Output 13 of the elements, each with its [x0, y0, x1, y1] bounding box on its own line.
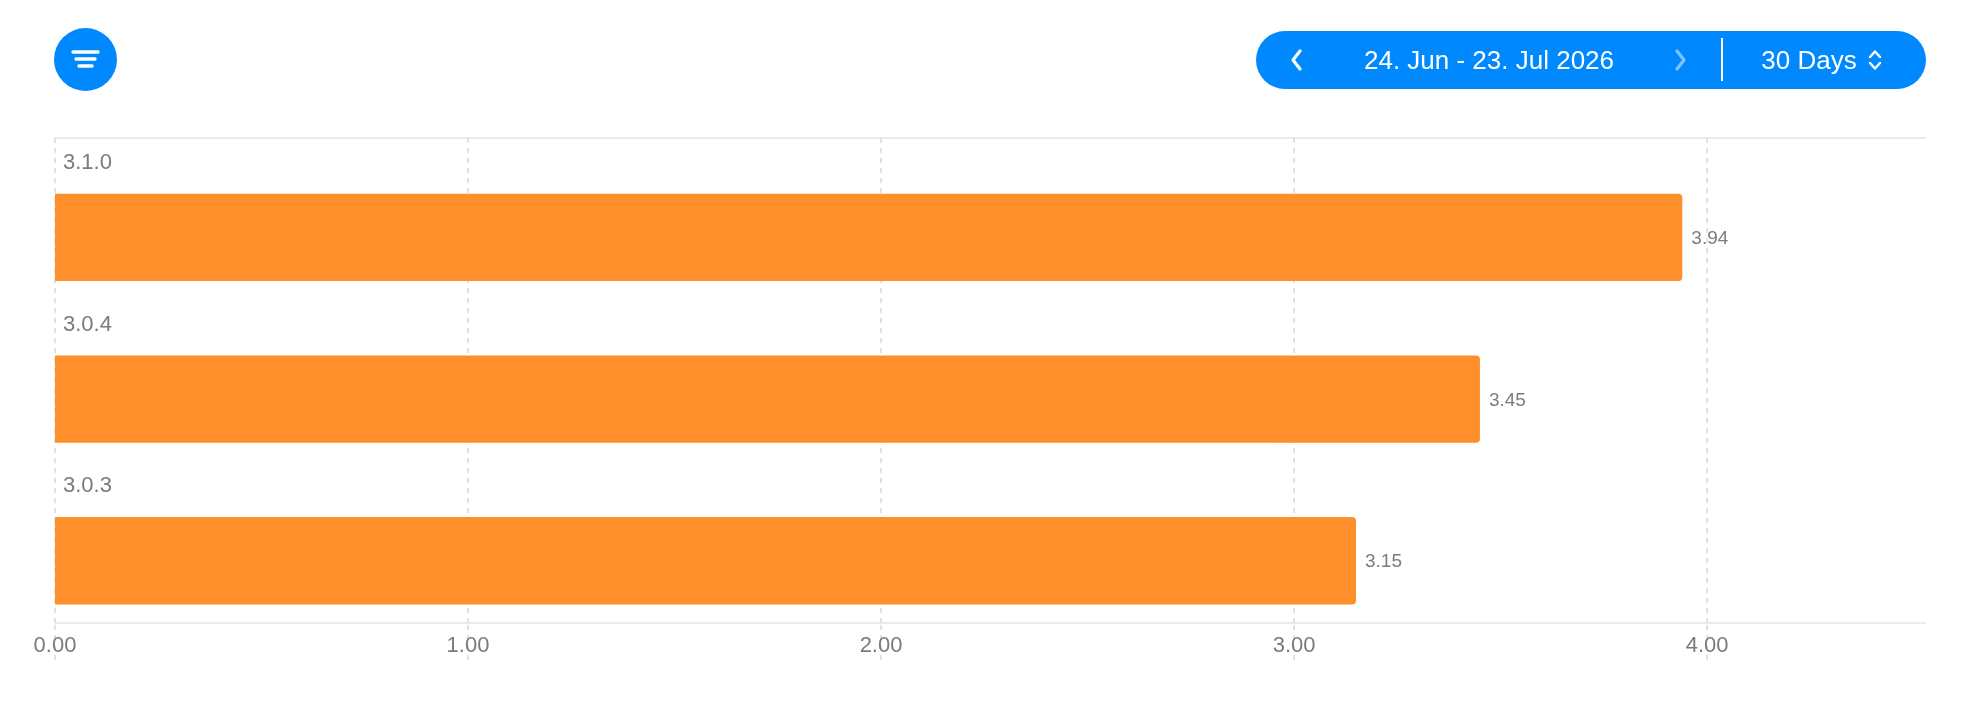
y-tick-label: 3.1.0 — [63, 149, 112, 174]
data-label: 3.94 — [1691, 226, 1729, 248]
date-range-picker: 24. Jun - 23. Jul 2026 30 Days — [1256, 31, 1926, 89]
x-tick-label: 4.00 — [1685, 631, 1729, 657]
x-tick-label: 2.00 — [859, 631, 903, 657]
x-tick-label: 1.00 — [446, 631, 490, 657]
x-tick-label: 3.00 — [1272, 631, 1316, 657]
y-tick-label: 3.0.4 — [63, 310, 112, 336]
data-label: 3.15 — [1365, 550, 1403, 572]
x-tick-label: 0.00 — [33, 631, 77, 657]
data-label: 3.45 — [1488, 388, 1526, 410]
chart-subtitle: 24. Jun - 23. Jul 2026 — [1363, 45, 1615, 75]
y-tick-label: 3.0.3 — [63, 472, 112, 498]
